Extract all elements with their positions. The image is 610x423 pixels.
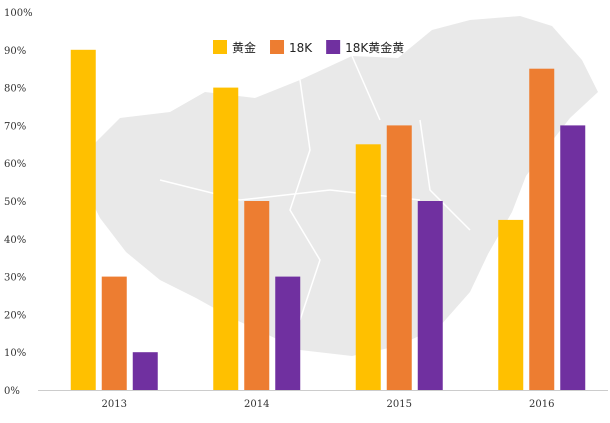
china-map-background [84, 16, 598, 356]
x-tick-label: 2015 [387, 399, 412, 410]
y-tick-label: 70% [4, 121, 26, 132]
y-tick-label: 90% [4, 46, 26, 57]
bar-18K黄金黄-2015 [417, 201, 443, 390]
y-tick-label: 50% [4, 197, 26, 208]
x-tick-label: 2016 [529, 399, 554, 410]
bar-黄金-2016 [498, 219, 524, 390]
legend-label: 黄金 [232, 40, 256, 55]
legend-label: 18K黄金黄 [345, 40, 404, 55]
bar-18K-2015 [386, 125, 412, 391]
bar-黄金-2015 [355, 144, 381, 390]
legend-swatch [270, 40, 285, 54]
x-tick-label: 2014 [244, 399, 269, 410]
y-tick-label: 20% [4, 310, 26, 321]
bar-黄金-2014 [213, 87, 239, 390]
y-tick-label: 30% [4, 273, 26, 284]
y-tick-label: 80% [4, 84, 26, 95]
bar-18K-2014 [244, 201, 270, 390]
map-borders [159, 55, 471, 321]
legend-swatch [326, 40, 341, 54]
x-tick-label: 2013 [102, 399, 127, 410]
bar-marks [70, 49, 586, 391]
map-silhouette [84, 16, 598, 356]
legend-swatch [213, 40, 227, 54]
y-tick-label: 100% [4, 8, 33, 19]
y-tick-label: 60% [4, 159, 26, 170]
bar-18K黄金黄-2014 [275, 276, 301, 390]
y-tick-label: 40% [4, 235, 26, 246]
legend-label: 18K [289, 41, 313, 55]
bar-18K-2013 [101, 276, 127, 390]
bar-18K黄金黄-2013 [132, 352, 158, 390]
chart-legend: 黄金 18K 18K黄金黄 [213, 40, 404, 55]
bar-黄金-2013 [70, 49, 96, 391]
y-tick-label: 0% [4, 386, 20, 397]
bar-18K-2016 [529, 68, 555, 390]
bar-18K黄金黄-2016 [560, 125, 586, 391]
chart-axes: 0% 10% 20% 30% 40% 50% 60% 70% 80% 90% 100% 2013 201… [4, 8, 608, 410]
y-tick-label: 10% [4, 348, 26, 359]
